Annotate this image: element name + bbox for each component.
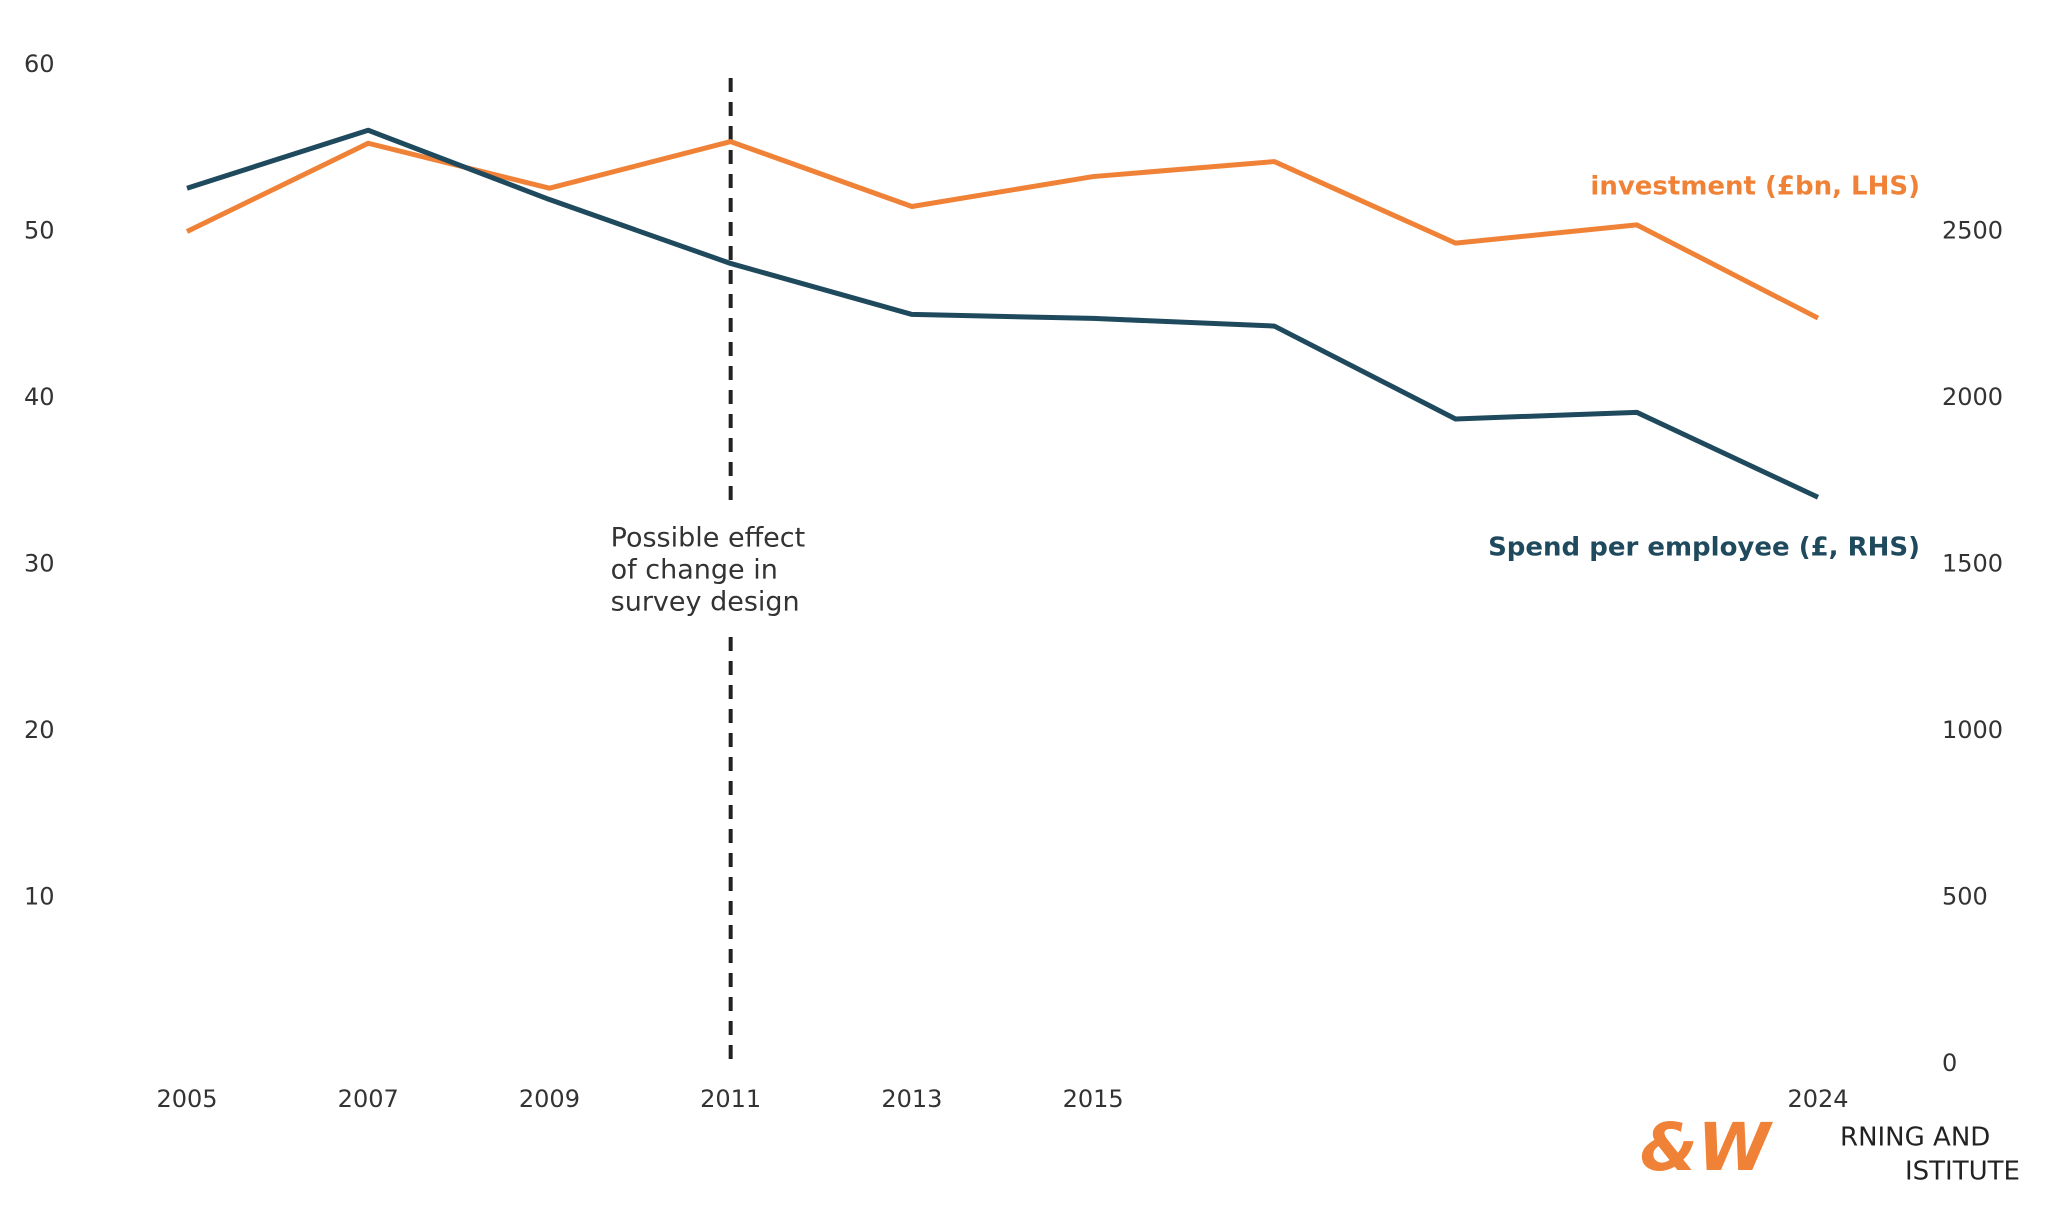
y-tick-label: 10 (24, 883, 55, 911)
series-line (186, 127, 1820, 500)
logo-mark: &W (1640, 1109, 1774, 1186)
series-label: Spend per employee (£, RHS) (1488, 533, 1920, 563)
annotation-text: Possible effect (611, 523, 806, 554)
x-tick-label: 2009 (519, 1085, 580, 1113)
y2-tick-label: 2500 (1942, 217, 2003, 245)
x-tick-label: 2005 (156, 1085, 217, 1113)
y2-tick-label: 500 (1942, 883, 1988, 911)
y2-tick-label: 0 (1942, 1049, 1957, 1077)
y2-tick-label: 2000 (1942, 383, 2003, 411)
y-tick-label: 30 (24, 550, 55, 578)
y2-tick-label: 1500 (1942, 550, 2003, 578)
x-tick-label: 2024 (1787, 1085, 1848, 1113)
annotation-text: survey design (611, 587, 800, 618)
logo-text: ISTITUTE (1905, 1157, 2020, 1187)
y-tick-label: 40 (24, 383, 55, 411)
x-tick-label: 2015 (1063, 1085, 1124, 1113)
annotation-text: of change in (611, 555, 778, 586)
x-tick-label: 2013 (881, 1085, 942, 1113)
series-label: investment (£bn, LHS) (1590, 172, 1920, 202)
y-tick-label: 50 (24, 217, 55, 245)
x-tick-label: 2011 (700, 1085, 761, 1113)
y-tick-label: 20 (24, 716, 55, 744)
logo-text: RNING AND (1840, 1123, 1990, 1153)
y-tick-label: 60 (24, 50, 55, 78)
x-tick-label: 2007 (338, 1085, 399, 1113)
series-line (185, 139, 1820, 321)
y2-tick-label: 1000 (1942, 716, 2003, 744)
